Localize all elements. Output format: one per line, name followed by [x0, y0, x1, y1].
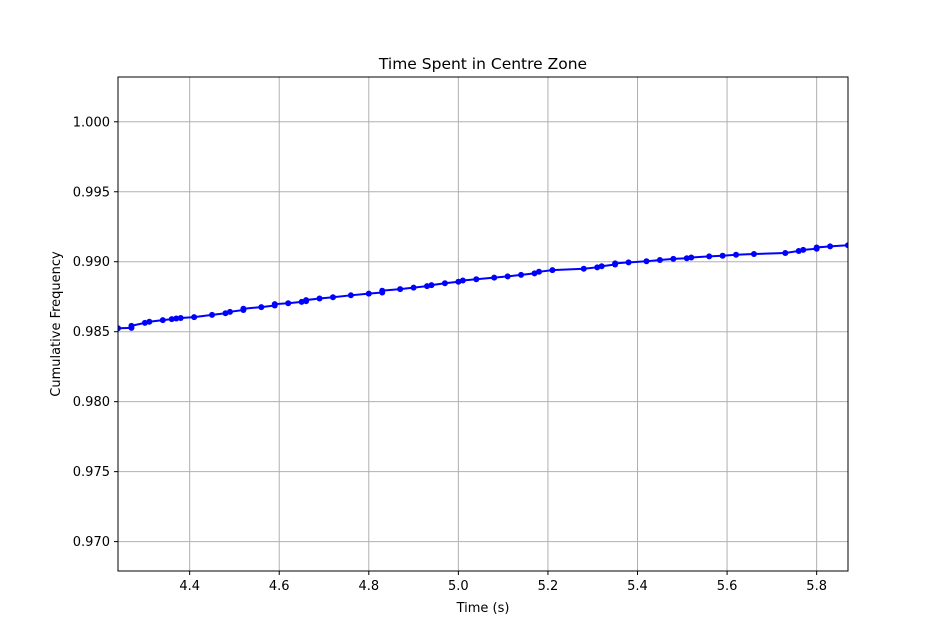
data-point	[258, 304, 265, 311]
plot-frame	[117, 76, 849, 572]
data-point	[397, 286, 404, 293]
data-point	[598, 263, 605, 270]
data-point	[504, 273, 511, 280]
data-point	[491, 274, 498, 281]
data-point	[612, 260, 619, 267]
data-point	[410, 284, 417, 291]
grid	[118, 77, 848, 571]
data-point	[168, 316, 175, 323]
y-axis: 0.970 0.975 0.980 0.985 0.990 0.995 1.000	[73, 115, 118, 550]
data-point	[670, 255, 677, 262]
data-point	[795, 247, 802, 254]
data-point	[625, 259, 632, 266]
data-point	[459, 277, 466, 284]
data-point	[643, 258, 650, 265]
data-point	[209, 311, 216, 318]
x-tick-label: 5.6	[717, 579, 738, 594]
data-point	[177, 314, 184, 321]
data-point	[316, 295, 323, 302]
data-point	[800, 246, 807, 253]
data-point	[329, 294, 336, 301]
data-point	[141, 319, 148, 326]
data-point	[173, 315, 180, 322]
data-point	[473, 276, 480, 283]
data-point	[813, 244, 820, 251]
data-point	[782, 250, 789, 257]
data-point	[347, 292, 354, 299]
x-tick-label: 5.4	[627, 579, 648, 594]
y-tick-label: 0.985	[73, 325, 110, 340]
x-tick-label: 5.0	[448, 579, 469, 594]
y-tick-label: 0.995	[73, 185, 110, 200]
y-tick-label: 0.970	[73, 535, 110, 550]
series-line	[118, 244, 848, 330]
data-point	[535, 268, 542, 275]
data-point	[594, 264, 601, 271]
x-tick-label: 5.2	[538, 579, 559, 594]
data-point	[146, 318, 153, 325]
chart-title: Time Spent in Centre Zone	[378, 55, 587, 73]
y-tick-label: 1.000	[73, 115, 110, 130]
data-point	[827, 243, 834, 250]
x-tick-label: 4.8	[358, 579, 379, 594]
data-point	[580, 265, 587, 272]
x-axis: 4.4 4.6 4.8 5.0 5.2 5.4 5.6 5.8	[179, 571, 827, 594]
data-point	[719, 252, 726, 259]
data-point	[683, 255, 690, 262]
data-point	[285, 300, 292, 307]
data-point	[424, 283, 431, 290]
data-point	[303, 297, 310, 304]
x-tick-label: 4.4	[179, 579, 200, 594]
y-axis-label: Cumulative Frequency	[49, 251, 64, 397]
y-tick-label: 0.990	[73, 255, 110, 270]
data-point	[706, 253, 713, 260]
data-point	[379, 287, 386, 294]
x-axis-label: Time (s)	[456, 601, 510, 616]
plot-series-area	[118, 242, 848, 332]
y-tick-label: 0.980	[73, 395, 110, 410]
series-layer	[118, 242, 848, 332]
data-point	[428, 282, 435, 289]
data-point	[733, 251, 740, 258]
data-point	[656, 257, 663, 264]
data-point	[750, 251, 757, 258]
data-point	[365, 290, 372, 297]
data-point	[441, 280, 448, 287]
x-tick-label: 4.6	[269, 579, 290, 594]
data-point	[688, 254, 695, 261]
data-point	[845, 242, 848, 249]
y-tick-label: 0.975	[73, 465, 110, 480]
data-point	[191, 314, 198, 321]
data-point	[128, 322, 135, 329]
x-tick-label: 5.8	[806, 579, 827, 594]
data-point	[226, 308, 233, 315]
data-point	[240, 305, 247, 312]
data-point	[549, 267, 556, 274]
data-point	[159, 317, 166, 324]
data-point	[118, 325, 121, 332]
data-point	[518, 271, 525, 278]
data-point	[271, 301, 278, 308]
